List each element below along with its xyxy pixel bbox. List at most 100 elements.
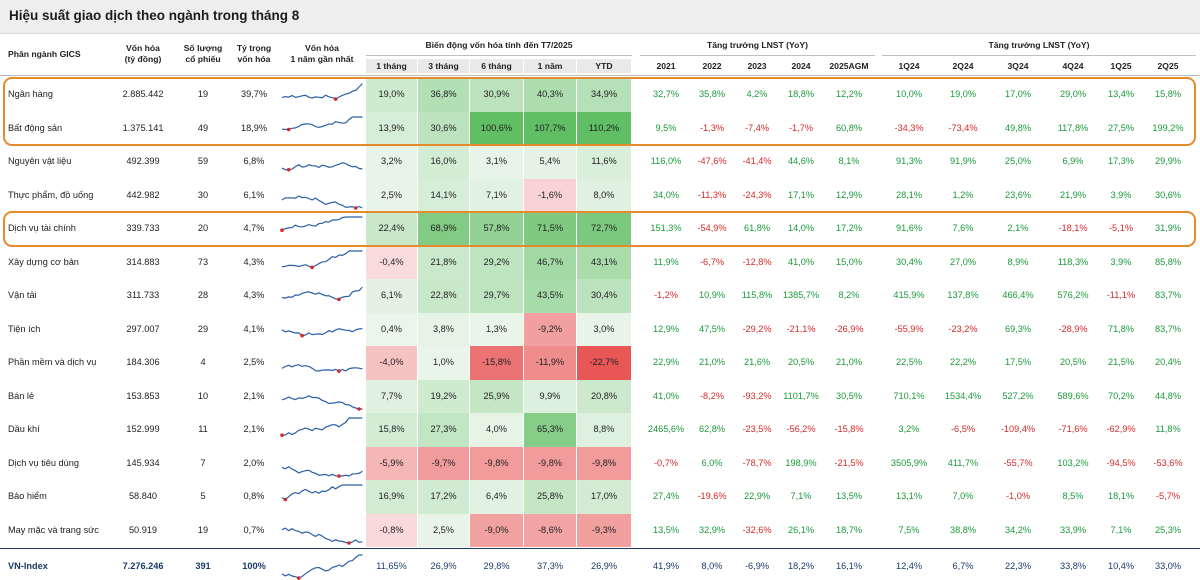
subheader-lnst-yearly-3: 2024	[791, 61, 811, 71]
change-cell: 30,6%	[418, 111, 469, 145]
change-cell: 9,9%	[524, 379, 576, 413]
lnst-quarterly-cell: 17,3%	[1107, 156, 1135, 166]
lnst-quarterly-cell: 3,9%	[1110, 189, 1132, 200]
change-cell: -9,8%	[524, 446, 576, 480]
table-row: May mặc và trang sức 50.919 19 0,7% -0,8% 2,5…	[0, 513, 1200, 547]
change-cell: 19,2%	[418, 379, 469, 413]
sector-name: Vận tải	[8, 290, 37, 300]
lnst-quarterly-cell: 15,8%	[1154, 89, 1182, 99]
lnst-yearly-cell: -6,7%	[699, 256, 724, 267]
table-row: Ngân hàng 2.885.442 19 39,7% 19,0% 36,8% 30,9%…	[0, 78, 1200, 112]
sparkline	[281, 194, 363, 210]
lnst-quarterly-cell: 85,8%	[1154, 256, 1182, 267]
lnst-yearly-cell: 12,2%	[835, 89, 863, 99]
lnst-yearly-cell: 13,5%	[652, 524, 680, 535]
change-cell: 21,8%	[418, 245, 469, 279]
sparkline-trend	[281, 465, 363, 477]
sparkline-trend	[281, 327, 363, 336]
subheader-change-1: 3 tháng	[418, 59, 469, 73]
sparkline-low-marker	[296, 576, 301, 580]
lnst-quarterly-cell: 17,5%	[1004, 357, 1032, 367]
lnst-yearly-cell: 4,2%	[746, 89, 768, 99]
sector-name: Ngân hàng	[8, 89, 53, 99]
header-group-lnst-quarterly: Tăng trưởng LNST (YoY)	[988, 40, 1090, 50]
total-name: VN-Index	[8, 561, 48, 571]
total-lnst-yearly-cell: 8,0%	[701, 561, 723, 571]
lnst-yearly-cell: -78,7%	[742, 457, 772, 468]
change-cell: 107,7%	[524, 111, 576, 145]
stock-count: 49	[197, 122, 209, 133]
subheader-lnst-quarterly-3: 4Q24	[1062, 61, 1084, 71]
sparkline-low-marker	[337, 473, 341, 478]
header-sector: Phân ngành GICS	[8, 49, 81, 59]
lnst-quarterly-cell: -62,9%	[1106, 424, 1136, 434]
lnst-yearly-cell: 47,5%	[698, 323, 726, 334]
group-underline-lnst-yearly	[640, 55, 875, 56]
sector-name: Phần mềm và dịch vụ	[8, 357, 97, 367]
stock-count: 28	[197, 290, 209, 300]
header-group-lnst-yearly: Tăng trưởng LNST (YoY)	[707, 40, 808, 50]
change-cell: 14,1%	[418, 178, 469, 212]
change-cell: 27,3%	[418, 413, 469, 447]
lnst-quarterly-cell: 710,1%	[893, 390, 925, 401]
cap-weight: 2,0%	[243, 457, 265, 468]
lnst-yearly-cell: 22,9%	[743, 491, 771, 501]
lnst-quarterly-cell: -18,1%	[1058, 223, 1088, 233]
change-cell: -4,0%	[366, 346, 417, 380]
lnst-quarterly-cell: 118,3%	[1057, 256, 1089, 267]
change-cell: 20,8%	[577, 379, 631, 413]
table-row: Dịch vụ tài chính 339.733 20 4,7% 22,4% 68,9%…	[0, 212, 1200, 246]
sparkline	[281, 394, 363, 411]
sparkline	[281, 554, 363, 580]
change-cell: 29,2%	[470, 245, 523, 279]
change-cell: 100,6%	[470, 111, 523, 145]
change-cell: 30,4%	[577, 279, 631, 313]
change-cell: 17,0%	[577, 480, 631, 514]
subheader-lnst-quarterly-2: 3Q24	[1007, 61, 1029, 71]
lnst-yearly-cell: -26,9%	[834, 323, 864, 334]
change-cell: 7,1%	[470, 178, 523, 212]
lnst-yearly-cell: 116,0%	[650, 156, 682, 166]
lnst-yearly-cell: 12,9%	[835, 189, 863, 200]
header-mcap-line1: Vốn hóa	[126, 43, 160, 53]
lnst-quarterly-cell: 21,9%	[1059, 189, 1087, 200]
sector-name: May mặc và trang sức	[8, 524, 99, 535]
subheader-change-4: YTD	[577, 59, 631, 73]
market-cap: 153.853	[126, 390, 160, 401]
sparkline	[281, 527, 363, 545]
lnst-quarterly-cell: 91,9%	[949, 156, 977, 166]
lnst-yearly-cell: 32,9%	[698, 524, 726, 535]
sparkline-low-marker	[353, 205, 358, 210]
stock-count: 10	[197, 390, 209, 401]
sparkline-low-marker	[280, 433, 284, 438]
cap-weight: 18,9%	[240, 122, 268, 133]
total-lnst-yearly-cell: 41,9%	[652, 561, 680, 571]
sparkline	[281, 327, 363, 337]
table-row: Bảo hiểm 58.840 5 0,8% 16,9% 17,2% 6,4% 25,8% 17…	[0, 480, 1200, 514]
lnst-quarterly-cell: 13,4%	[1107, 89, 1135, 99]
lnst-yearly-cell: -12,8%	[742, 256, 772, 267]
lnst-yearly-cell: -93,2%	[742, 390, 772, 401]
subheader-lnst-yearly-2: 2023	[747, 61, 767, 71]
stock-count: 4	[200, 357, 206, 367]
stock-count: 30	[197, 189, 209, 200]
cap-weight: 4,3%	[243, 290, 265, 300]
change-cell: 7,7%	[366, 379, 417, 413]
lnst-yearly-cell: 26,1%	[787, 524, 815, 535]
sparkline-trend	[281, 216, 363, 231]
lnst-quarterly-cell: 466,4%	[1002, 290, 1034, 300]
change-cell: -9,2%	[524, 312, 576, 346]
lnst-quarterly-cell: -5,1%	[1108, 223, 1133, 233]
total-lnst-yearly-cell: 16,1%	[835, 561, 863, 571]
cap-weight: 0,7%	[243, 524, 265, 535]
lnst-quarterly-cell: 7,0%	[952, 491, 974, 501]
sparkline-trend	[281, 484, 363, 501]
sparkline-trend	[281, 249, 363, 268]
change-cell: 43,5%	[524, 279, 576, 313]
change-cell: -5,9%	[366, 446, 417, 480]
lnst-quarterly-cell: 20,4%	[1154, 357, 1182, 367]
table-row: Thực phẩm, đồ uống 442.982 30 6,1% 2,5% 14,1%…	[0, 178, 1200, 212]
highlight-box	[3, 77, 1196, 146]
lnst-yearly-cell: -11,3%	[697, 189, 727, 200]
sector-name: Bất động sản	[8, 122, 63, 133]
